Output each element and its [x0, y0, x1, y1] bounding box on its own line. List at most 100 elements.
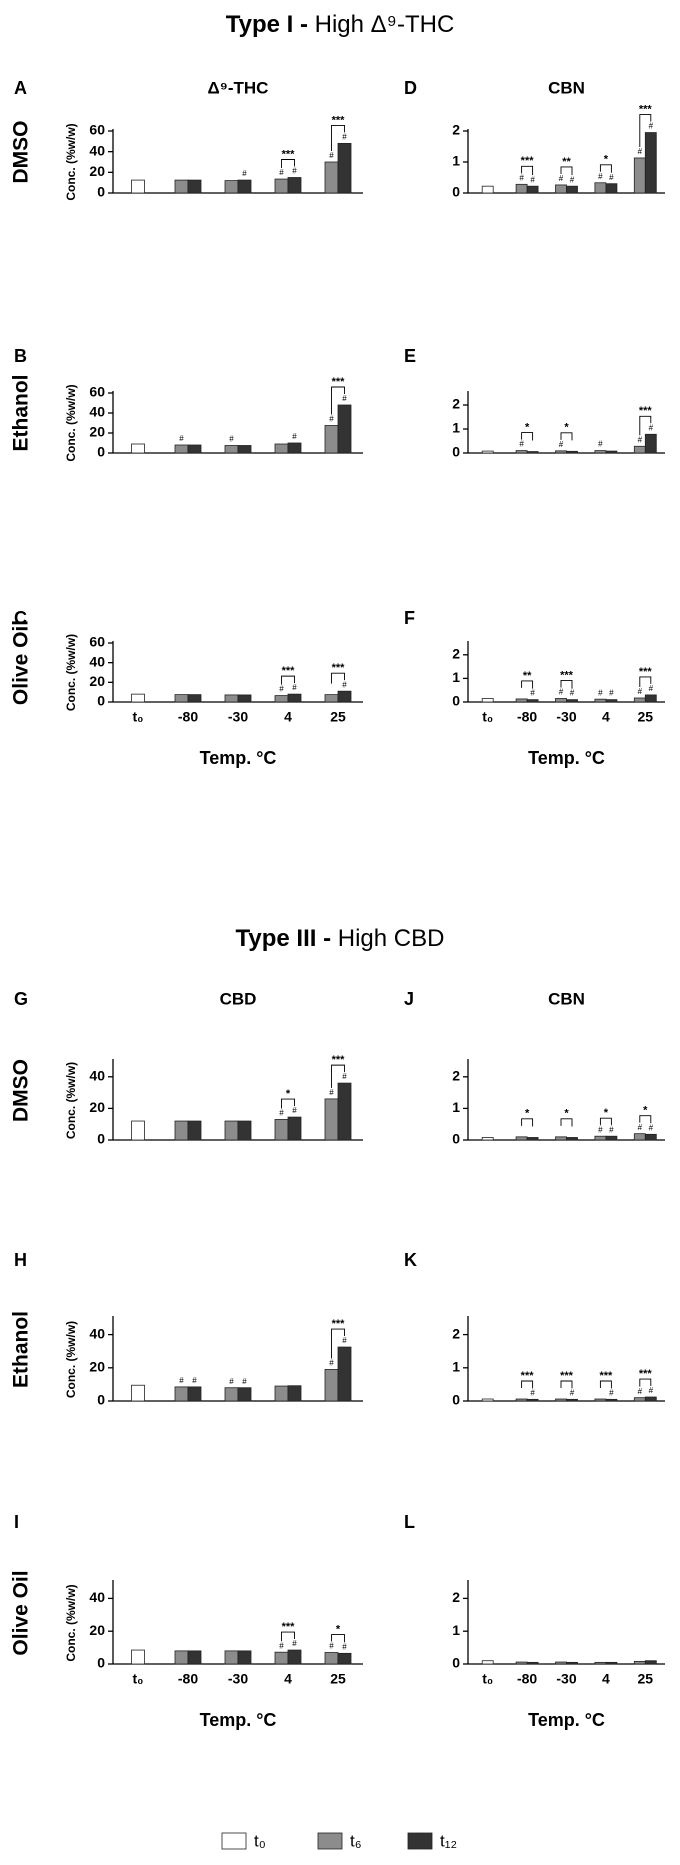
bar	[526, 185, 539, 194]
y-tick-label: 0	[97, 1131, 105, 1147]
section-title-rest: High Δ⁹-THC	[315, 11, 455, 38]
y-tick-label: 1	[452, 420, 460, 436]
bar	[526, 1661, 539, 1665]
y-tick-label: 0	[452, 444, 460, 460]
y-axis-label: Conc. (%w/w)	[64, 1321, 78, 1398]
bar	[481, 1398, 494, 1402]
bar	[237, 694, 252, 703]
bar-annotation: #	[342, 1336, 347, 1345]
bar	[555, 184, 567, 194]
x-tick-label: -30	[228, 1671, 248, 1687]
bar	[633, 445, 646, 454]
bar	[131, 1649, 145, 1665]
legend-swatch	[317, 1832, 343, 1850]
significance-label: ***	[521, 1370, 535, 1382]
y-tick-label: 20	[89, 1359, 105, 1375]
significance-label: *	[564, 422, 569, 434]
bar-annotation: #	[530, 175, 535, 184]
y-tick-label: 40	[89, 653, 105, 669]
y-tick-label: 20	[89, 163, 105, 179]
y-tick-label: 40	[89, 1589, 105, 1605]
y-axis-label: Conc. (%w/w)	[64, 634, 78, 711]
significance-bracket	[639, 415, 652, 436]
bar	[566, 699, 578, 703]
significance-label: *	[604, 1107, 609, 1119]
bar	[324, 1652, 339, 1665]
significance-bracket	[521, 1380, 534, 1389]
bar	[566, 185, 578, 194]
y-tick-label: 20	[89, 1099, 105, 1115]
x-axis-label: Temp. °C	[200, 1710, 277, 1730]
bar	[324, 1098, 339, 1141]
bar	[555, 1398, 567, 1402]
x-tick-label: 25	[638, 709, 654, 725]
y-tick-label: 2	[452, 646, 460, 662]
panel-letter: K	[404, 1250, 417, 1270]
section-title-rest: High CBD	[338, 925, 445, 952]
bar-annotation: #	[292, 1639, 297, 1648]
y-tick-label: 40	[89, 404, 105, 420]
y-tick-label: 0	[97, 1392, 105, 1408]
significance-label: ***	[639, 666, 653, 678]
significance-label: ***	[521, 155, 535, 167]
bar	[644, 433, 657, 454]
bar	[594, 182, 607, 194]
y-tick-label: 2	[452, 1068, 460, 1084]
bar-annotation: #	[598, 440, 603, 449]
y-tick-label: 40	[89, 1325, 105, 1341]
significance-label: ***	[332, 376, 346, 388]
bar-annotation: #	[342, 1072, 347, 1081]
y-tick-label: 0	[97, 184, 105, 200]
y-tick-label: 2	[452, 1325, 460, 1341]
bar	[287, 693, 302, 703]
y-axis-label: Conc. (%w/w)	[64, 123, 78, 200]
bar	[274, 1651, 289, 1665]
legend-swatch	[407, 1832, 433, 1850]
significance-bracket	[281, 675, 295, 685]
bar	[481, 450, 494, 454]
bar	[174, 1650, 189, 1665]
significance-label: ***	[282, 148, 296, 160]
bar-annotation: #	[638, 1387, 643, 1396]
significance-label: ***	[332, 114, 346, 126]
bar	[187, 1120, 202, 1141]
panel-letter: A	[14, 78, 27, 98]
bar	[174, 694, 189, 703]
bar	[605, 1661, 618, 1665]
x-tick-label: -80	[517, 709, 537, 725]
row-label: DMSO	[10, 1059, 33, 1122]
significance-bracket	[331, 1064, 345, 1088]
x-tick-label: -80	[517, 1671, 537, 1687]
panel-title: CBN	[548, 78, 585, 97]
bar	[224, 1387, 239, 1402]
y-tick-label: 1	[452, 1099, 460, 1115]
row-label: Ethanol	[10, 375, 33, 452]
legend-swatch	[221, 1832, 247, 1850]
bar-annotation: #	[530, 689, 535, 698]
bar-annotation: #	[329, 1359, 334, 1368]
bar	[224, 1650, 239, 1665]
row-label: DMSO	[10, 121, 33, 184]
bar-annotation: #	[609, 173, 614, 182]
significance-bracket	[521, 1118, 534, 1127]
bar	[187, 444, 202, 454]
significance-label: ***	[639, 405, 653, 417]
bar	[274, 178, 289, 194]
row-label: Olive Oil	[10, 1570, 33, 1655]
bar-annotation: #	[609, 689, 614, 698]
x-tick-label: t₀	[133, 1671, 144, 1687]
y-tick-label: 0	[452, 184, 460, 200]
bar	[237, 445, 252, 454]
significance-bracket	[599, 164, 612, 173]
bar	[224, 1120, 239, 1141]
bar	[515, 698, 528, 703]
bar	[526, 699, 539, 703]
bar	[633, 1397, 646, 1402]
bar	[644, 132, 657, 194]
bar-annotation: #	[570, 689, 575, 698]
y-tick-label: 0	[97, 1655, 105, 1671]
panel-letter: J	[404, 989, 414, 1009]
bar	[555, 1136, 567, 1141]
bar	[633, 1660, 646, 1665]
x-tick-label: -80	[178, 1671, 198, 1687]
